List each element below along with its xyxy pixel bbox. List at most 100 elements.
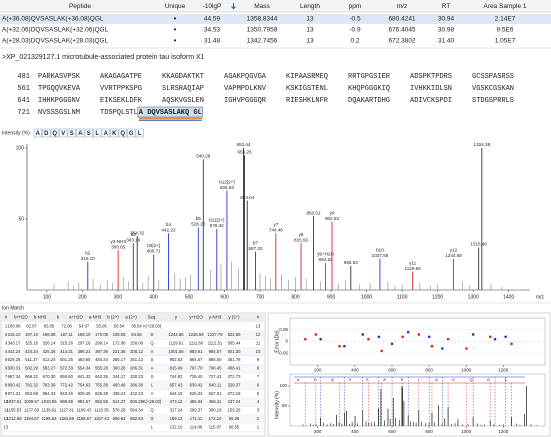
sequence-block: STDGSPRRLS: [472, 97, 514, 105]
cell: 1212.68: [6, 416, 22, 421]
cell: •: [174, 25, 177, 34]
cell: 512.24: [43, 357, 56, 362]
cell: 30.98: [438, 27, 455, 34]
cell: A(+28.03): [143, 324, 162, 329]
peak-mz-label: 526.26: [191, 222, 205, 227]
column-header[interactable]: b+H2O: [14, 315, 28, 320]
cell: 251.13: [130, 357, 143, 362]
peak-ion-label: y12: [450, 247, 458, 252]
cell: 473.12: [170, 399, 183, 404]
cell: 436.23: [113, 391, 126, 396]
cell: 7: [5, 374, 8, 379]
column-header[interactable]: a-NH3: [89, 315, 102, 320]
x-tick-label: 800: [425, 429, 433, 434]
cell: 564.34: [130, 408, 143, 413]
x-tick-label: 600: [388, 368, 396, 373]
peak-ion-label: y3-NH3: [110, 239, 126, 244]
column-header[interactable]: y: [175, 315, 178, 320]
column-header[interactable]: b: [57, 315, 60, 320]
cell: 672.3802: [388, 38, 415, 45]
column-header[interactable]: Seq.: [148, 315, 157, 320]
column-header[interactable]: Length: [300, 3, 320, 10]
cell: 317.24: [170, 408, 183, 413]
cell: 169.10: [78, 332, 91, 337]
ladder-residue: A: [383, 377, 386, 382]
residue: A: [36, 131, 41, 137]
cell: 13: [256, 324, 261, 329]
cell: 456.11: [209, 399, 222, 404]
column-header[interactable]: #: [257, 315, 260, 320]
cell: 114.09: [190, 424, 203, 429]
cell: •: [174, 14, 177, 23]
selected-row-bg[interactable]: [0, 14, 551, 24]
cell: 999.69: [60, 399, 73, 404]
column-header[interactable]: b-NH3: [34, 315, 47, 320]
column-header[interactable]: -10lgP: [203, 3, 222, 10]
sort-arrow[interactable]: [231, 3, 236, 10]
sequence-block: KKAGDAKTKT: [162, 73, 204, 81]
cell: 451.78: [228, 357, 241, 362]
plot-area: [289, 373, 546, 427]
column-header[interactable]: Area Sample 1: [484, 3, 527, 10]
cell: 1194.57: [24, 416, 39, 421]
cell: 397.36: [95, 349, 108, 354]
cell: 189.12: [170, 416, 183, 421]
peptide[interactable]: A(+32.06)DQVSASLAK(+32.06)QGL: [2, 27, 109, 34]
cell: 902.53: [170, 357, 183, 362]
peak-mz-label: 664.04: [240, 195, 254, 200]
error-point: [338, 344, 341, 348]
cell: 10: [4, 399, 9, 404]
peptide[interactable]: A(+36.08)QVSASLAK(+36.08)QGL: [2, 16, 104, 23]
y-tick-label: 100: [279, 383, 287, 388]
cell: 83.05: [44, 324, 55, 329]
residue-box: [42, 128, 51, 138]
cell: 11: [4, 408, 9, 413]
cell: 1037.51: [6, 399, 22, 404]
cell: 300.19: [209, 408, 222, 413]
cell: 642.35: [95, 374, 108, 379]
x-tick-label: 300: [114, 294, 123, 300]
cell: 300.28: [113, 366, 126, 371]
column-header[interactable]: Unique: [165, 3, 186, 10]
column-header[interactable]: RT: [442, 3, 451, 10]
cell: 826.38: [95, 391, 108, 396]
x-tick-label: 1400: [503, 294, 514, 300]
cell: 3: [257, 408, 260, 413]
column-header[interactable]: ppm: [349, 3, 362, 10]
section-title: Ion Match: [2, 305, 24, 311]
column-header[interactable]: y+H2O: [189, 315, 203, 320]
column-header[interactable]: b (2+): [107, 315, 119, 320]
peptide[interactable]: A(+28.03)DQVSASLAK(+28.03)QGL: [2, 38, 109, 45]
cell: 7: [257, 374, 260, 379]
sequence-block: AGAKPQGVGA: [224, 73, 267, 81]
column-header[interactable]: #: [5, 315, 8, 320]
peak-mz-label: 540.28: [196, 154, 210, 159]
peak-mz-label: 1129.66: [405, 266, 422, 271]
sequence-block: VVRTPPKSPG: [100, 85, 142, 93]
error-point: [377, 335, 381, 339]
cell: 798.45: [209, 366, 222, 371]
ladder-residue: Q: [331, 377, 334, 382]
ladder-residue: D: [314, 377, 317, 382]
column-header[interactable]: Mass: [254, 3, 270, 10]
column-header[interactable]: a (2+): [125, 315, 137, 320]
column-header[interactable]: y-NH3: [209, 315, 222, 320]
cell: 1111.60: [189, 340, 204, 345]
column-header[interactable]: Peptide: [69, 3, 91, 10]
residue: S: [70, 131, 74, 137]
cell: 592.53: [130, 416, 143, 421]
ladder-residue: A: [435, 377, 438, 382]
peak-ion-label: b6[2+]: [147, 243, 160, 248]
cell: 1358.8344: [247, 16, 278, 23]
column-header[interactable]: y (2+): [228, 315, 240, 320]
error-point: [343, 344, 346, 348]
cell: 501.30: [228, 349, 241, 354]
peak-ion-label: b12[2+]: [219, 179, 234, 184]
residue: Q: [120, 131, 125, 137]
column-header[interactable]: a+H2O: [69, 315, 83, 320]
cell: 115.07: [209, 424, 222, 429]
column-header[interactable]: m/z: [397, 3, 407, 10]
peptide-highlight: A DQVSASLAKQ GL: [139, 109, 202, 117]
peak-ion-label: y9: [330, 211, 335, 216]
x-tick-label: 1200: [498, 368, 509, 373]
